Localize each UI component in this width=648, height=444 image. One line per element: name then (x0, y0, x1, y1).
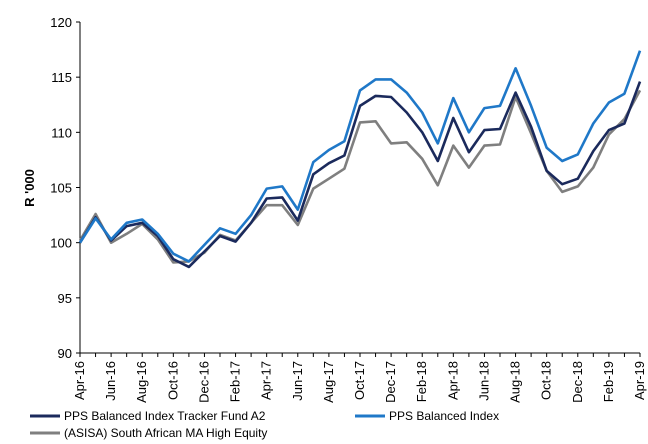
x-tick-label: Dec-16 (196, 361, 211, 403)
x-tick-label: Apr-17 (259, 361, 274, 400)
x-tick-label: Jun-17 (290, 361, 305, 401)
x-tick-label: Apr-19 (632, 361, 647, 400)
x-tick-label: Feb-18 (414, 361, 429, 402)
series-line (78, 89, 642, 264)
x-tick-label: Oct-18 (539, 361, 554, 400)
x-tick-label: Dec-17 (383, 361, 398, 403)
y-tick-label: 100 (50, 236, 72, 251)
series-line (78, 81, 642, 269)
y-tick-label: 90 (58, 346, 72, 361)
legend-label: PPS Balanced Index Tracker Fund A2 (64, 409, 266, 423)
y-tick-label: 95 (58, 291, 72, 306)
x-tick-label: Aug-16 (134, 361, 149, 403)
y-tick-label: 105 (50, 181, 72, 196)
series-line (78, 50, 642, 263)
x-tick-label: Jun-18 (476, 361, 491, 401)
legend-label: (ASISA) South African MA High Equity (64, 426, 267, 440)
x-tick-label: Apr-18 (445, 361, 460, 400)
x-tick-label: Aug-18 (508, 361, 523, 403)
x-tick-label: Oct-17 (352, 361, 367, 400)
x-tick-label: Feb-17 (228, 361, 243, 402)
x-tick-label: Oct-16 (165, 361, 180, 400)
x-tick-label: Jun-16 (103, 361, 118, 401)
legend-label: PPS Balanced Index (389, 409, 499, 423)
x-tick-label: Aug-17 (321, 361, 336, 403)
x-tick-label: Feb-19 (601, 361, 616, 402)
x-tick-label: Dec-18 (570, 361, 585, 403)
y-tick-label: 115 (51, 70, 72, 85)
y-tick-label: 110 (51, 125, 72, 140)
x-tick-label: Apr-16 (72, 361, 87, 400)
y-axis-title: R '000 (22, 169, 37, 207)
y-tick-label: 120 (50, 15, 72, 30)
